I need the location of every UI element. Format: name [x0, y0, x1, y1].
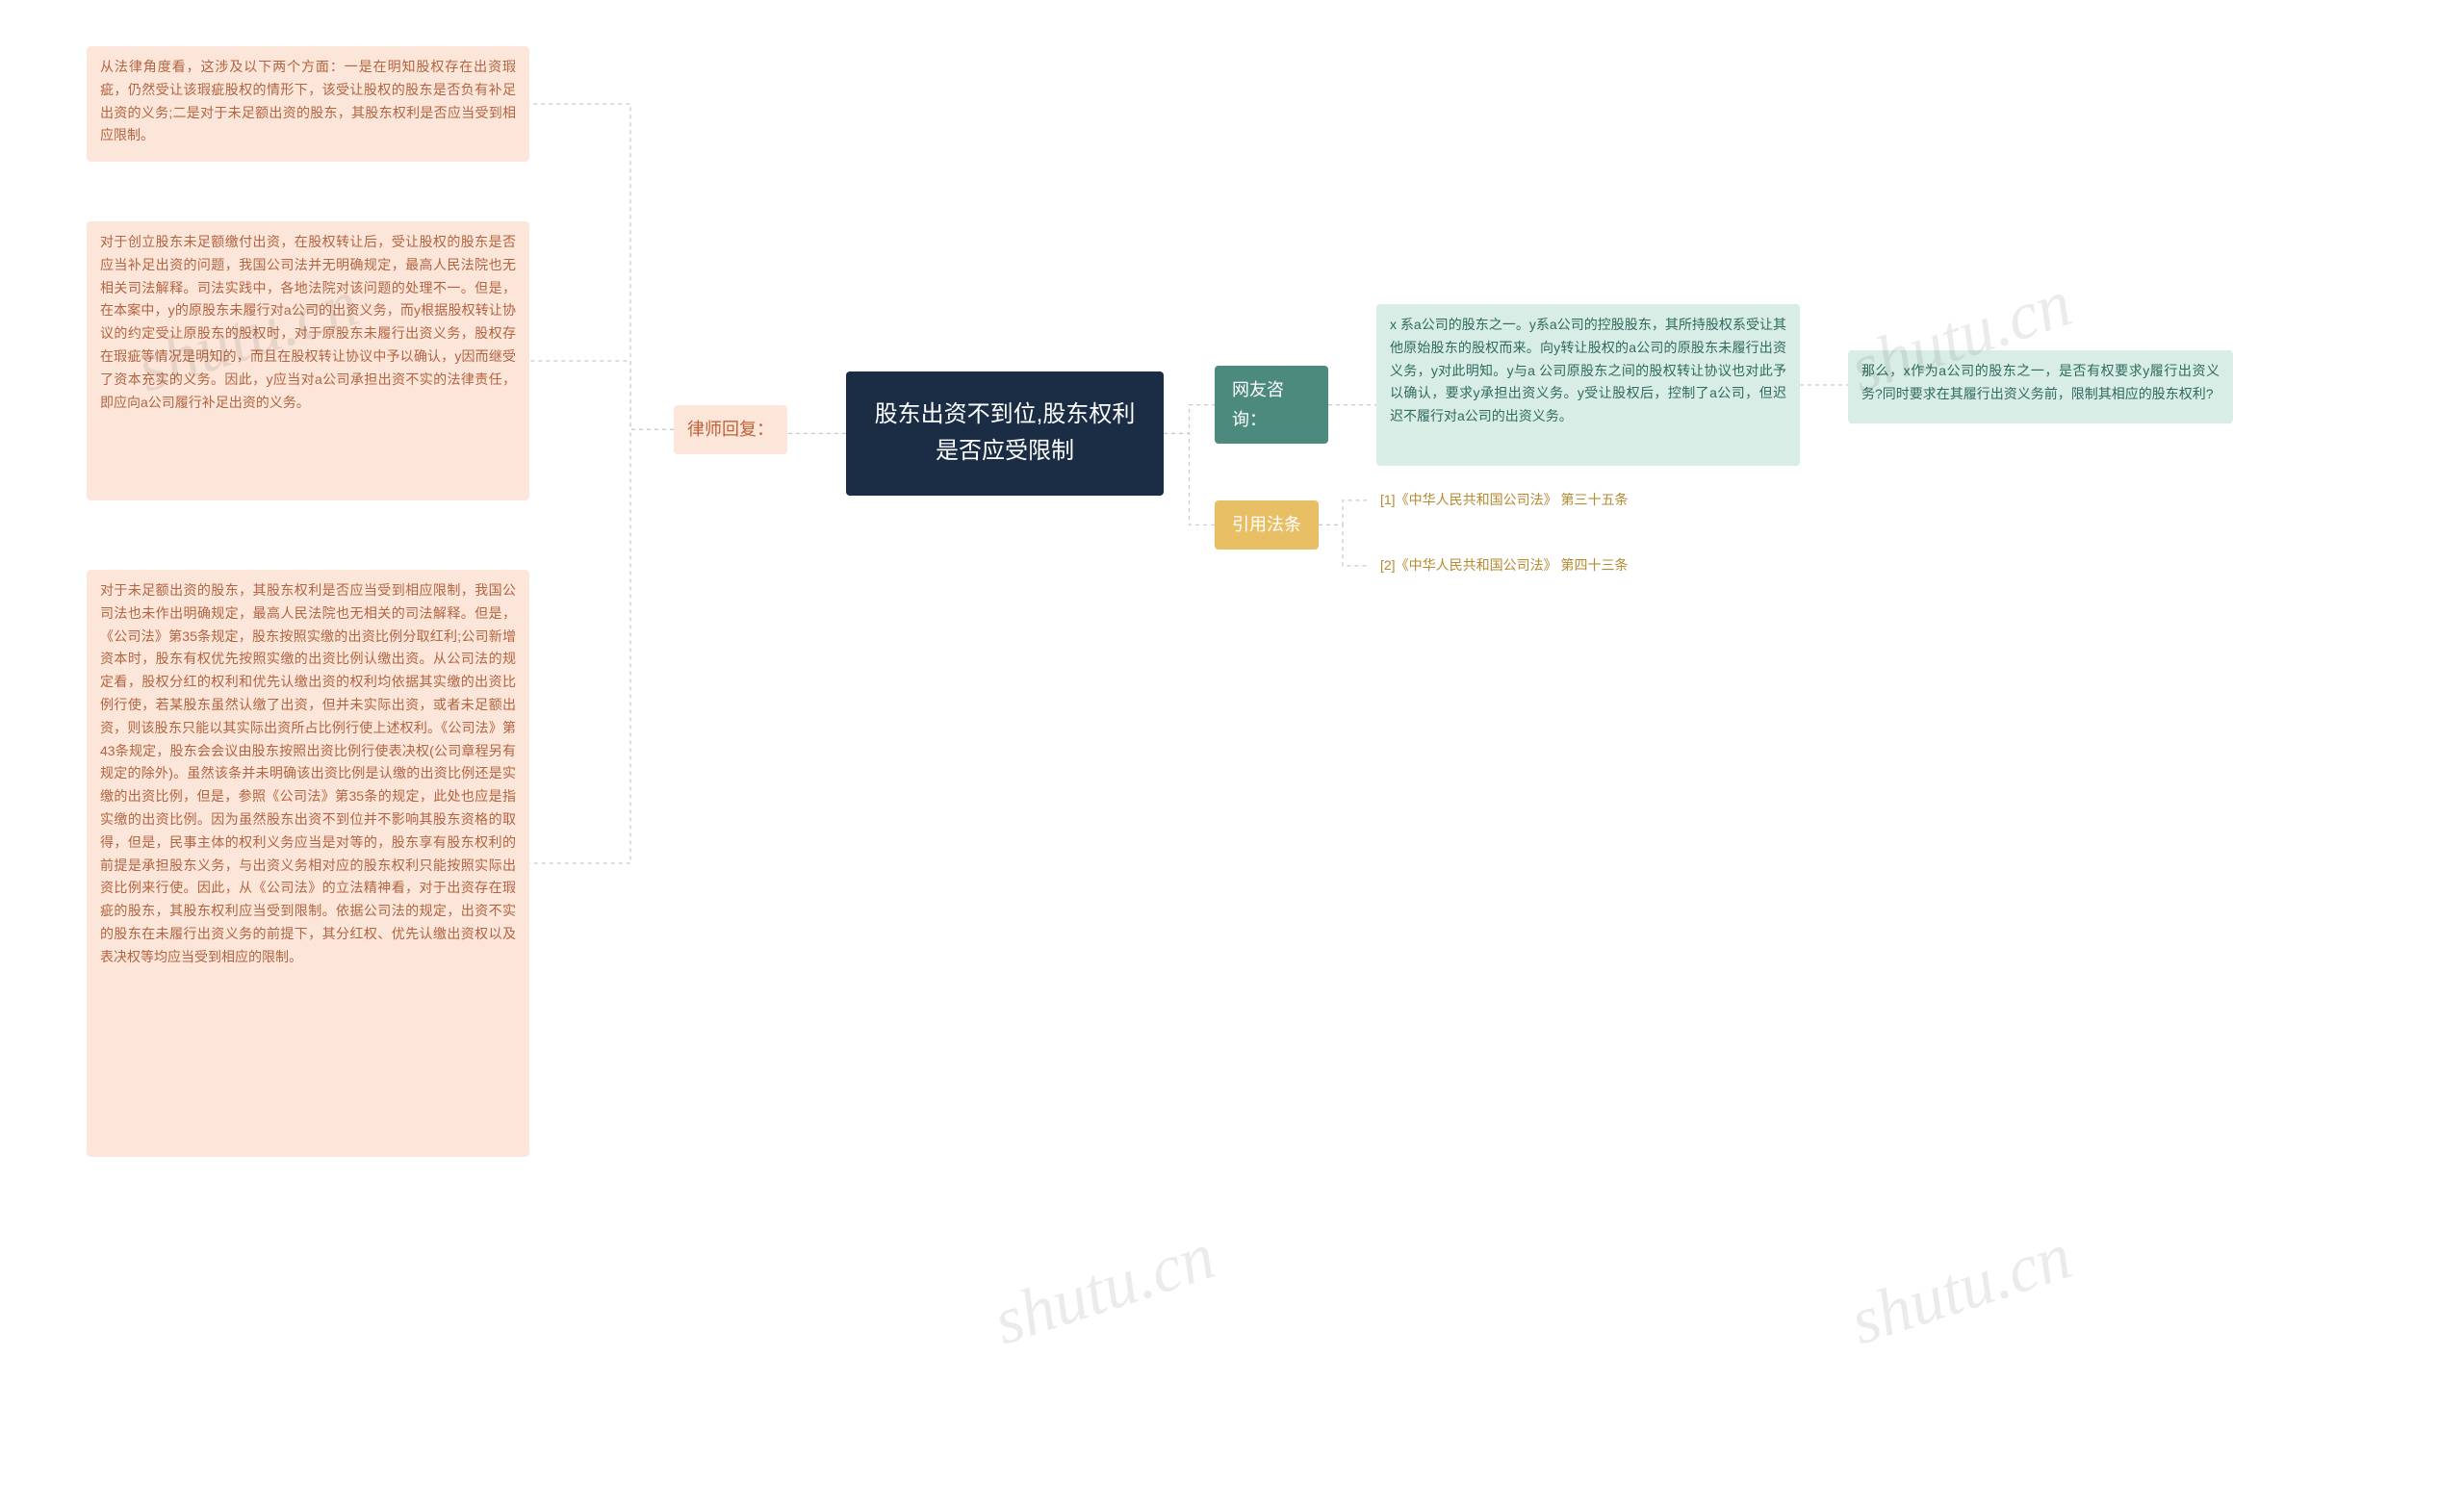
right-branch-0-leaf-0: x 系a公司的股东之一。y系a公司的控股股东，其所持股权系受让其他原始股东的股权… — [1376, 304, 1800, 466]
left-leaf-2: 对于未足额出资的股东，其股东权利是否应当受到相应限制，我国公司法也未作出明确规定… — [87, 570, 529, 1157]
right-branch-1-leaf-1: [2]《中华人民共和国公司法》 第四十三条 — [1367, 545, 1675, 587]
left-leaf-1: 对于创立股东未足额缴付出资，在股权转让后，受让股权的股东是否应当补足出资的问题，… — [87, 221, 529, 500]
mindmap-canvas: 股东出资不到位,股东权利是否应受限制 律师回复： 从法律角度看，这涉及以下两个方… — [0, 0, 2464, 1485]
right-branch-1-label: 引用法条 — [1215, 500, 1319, 550]
watermark: shutu.cn — [1841, 1218, 2080, 1362]
left-leaf-0: 从法律角度看，这涉及以下两个方面：一是在明知股权存在出资瑕疵，仍然受让该瑕疵股权… — [87, 46, 529, 162]
left-branch-label: 律师回复： — [674, 405, 787, 454]
watermark: shutu.cn — [985, 1218, 1223, 1362]
root-node: 股东出资不到位,股东权利是否应受限制 — [846, 371, 1164, 496]
right-branch-0-label: 网友咨询： — [1215, 366, 1328, 444]
right-branch-1-leaf-0: [1]《中华人民共和国公司法》 第三十五条 — [1367, 479, 1675, 522]
right-branch-0-leaf-0-child: 那么，x作为a公司的股东之一，是否有权要求y履行出资义务?同时要求在其履行出资义… — [1848, 350, 2233, 423]
